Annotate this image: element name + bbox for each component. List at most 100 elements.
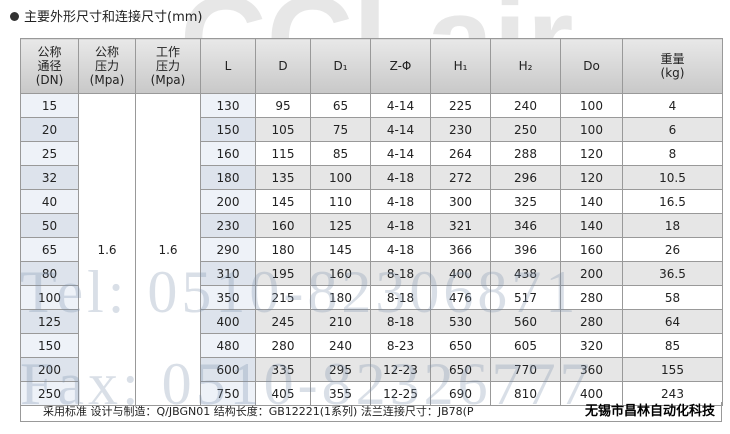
table-cell: 8-18 bbox=[370, 285, 431, 310]
table-cell: 280 bbox=[560, 309, 623, 334]
table-cell: 240 bbox=[490, 93, 561, 118]
table-cell: 85 bbox=[310, 141, 371, 166]
table-cell: 12-25 bbox=[370, 381, 431, 406]
column-header: Z-Φ bbox=[370, 38, 431, 94]
table-cell: 690 bbox=[430, 381, 491, 406]
column-header: 公称 通径 (DN) bbox=[20, 38, 79, 94]
table-cell: 240 bbox=[310, 333, 371, 358]
table-cell: 4 bbox=[622, 93, 723, 118]
table-cell: 295 bbox=[310, 357, 371, 382]
table-cell: 125 bbox=[20, 309, 79, 334]
table-row: 125 400 245 210 8-18 530 560 280 64 bbox=[20, 309, 723, 334]
table-cell: 12-23 bbox=[370, 357, 431, 382]
table-cell: 100 bbox=[20, 285, 79, 310]
table-cell: 355 bbox=[310, 381, 371, 406]
table-cell: 20 bbox=[20, 117, 79, 142]
table-cell: 10.5 bbox=[622, 165, 723, 190]
table-cell: 140 bbox=[560, 189, 623, 214]
table-cell: 200 bbox=[200, 189, 256, 214]
table-cell: 155 bbox=[622, 357, 723, 382]
table-cell: 150 bbox=[20, 333, 79, 358]
table-cell: 288 bbox=[490, 141, 561, 166]
table-cell: 4-18 bbox=[370, 213, 431, 238]
table-cell: 145 bbox=[255, 189, 311, 214]
table-row: 80 310 195 160 8-18 400 438 200 36.5 bbox=[20, 261, 723, 286]
table-cell: 810 bbox=[490, 381, 561, 406]
table-cell: 400 bbox=[200, 309, 256, 334]
table-cell: 145 bbox=[310, 237, 371, 262]
dimension-table: 公称 通径 (DN) 公称 压力 (Mpa) 工作 压力 (Mpa) L D D₁ Z-Φ H… bbox=[20, 38, 723, 406]
title-text: 主要外形尺寸和连接尺寸(mm) bbox=[24, 10, 203, 25]
table-cell: 230 bbox=[200, 213, 256, 238]
table-cell: 4-14 bbox=[370, 141, 431, 166]
table-cell: 360 bbox=[560, 357, 623, 382]
table-row: 65 290 180 145 4-18 366 396 160 26 bbox=[20, 237, 723, 262]
table-cell: 65 bbox=[20, 237, 79, 262]
table-cell: 280 bbox=[560, 285, 623, 310]
table-cell: 180 bbox=[310, 285, 371, 310]
table-row: 20 150 105 75 4-14 230 250 100 6 bbox=[20, 117, 723, 142]
title-icon bbox=[10, 12, 19, 21]
table-cell: 770 bbox=[490, 357, 561, 382]
column-header: H₂ bbox=[490, 38, 561, 94]
table-cell: 215 bbox=[255, 285, 311, 310]
pressure-cell: 1.6 bbox=[78, 93, 136, 406]
table-cell: 346 bbox=[490, 213, 561, 238]
table-cell: 245 bbox=[255, 309, 311, 334]
table-cell: 140 bbox=[560, 213, 623, 238]
column-header: Do bbox=[560, 38, 623, 94]
table-body: 15 1.6 1.6 130 95 65 4-14 225 240 100 4 20 150 105 75 4… bbox=[20, 93, 723, 406]
table-cell: 560 bbox=[490, 309, 561, 334]
table-cell: 530 bbox=[430, 309, 491, 334]
table-cell: 25 bbox=[20, 141, 79, 166]
table-cell: 95 bbox=[255, 93, 311, 118]
table-cell: 400 bbox=[430, 261, 491, 286]
table-cell: 476 bbox=[430, 285, 491, 310]
table-cell: 110 bbox=[310, 189, 371, 214]
table-cell: 4-14 bbox=[370, 117, 431, 142]
table-cell: 517 bbox=[490, 285, 561, 310]
table-cell: 4-18 bbox=[370, 189, 431, 214]
table-cell: 396 bbox=[490, 237, 561, 262]
header-row: 公称 通径 (DN) 公称 压力 (Mpa) 工作 压力 (Mpa) L D D₁ Z-Φ H… bbox=[20, 38, 723, 94]
table-row: 150 480 280 240 8-23 650 605 320 85 bbox=[20, 333, 723, 358]
table-cell: 105 bbox=[255, 117, 311, 142]
table-cell: 405 bbox=[255, 381, 311, 406]
table-cell: 195 bbox=[255, 261, 311, 286]
table-cell: 64 bbox=[622, 309, 723, 334]
table-cell: 280 bbox=[255, 333, 311, 358]
table-cell: 160 bbox=[255, 213, 311, 238]
table-cell: 243 bbox=[622, 381, 723, 406]
table-cell: 65 bbox=[310, 93, 371, 118]
table-cell: 8-18 bbox=[370, 309, 431, 334]
table-row: 250 750 405 355 12-25 690 810 400 243 bbox=[20, 381, 723, 406]
table-cell: 18 bbox=[622, 213, 723, 238]
table-cell: 4-14 bbox=[370, 93, 431, 118]
table-cell: 160 bbox=[200, 141, 256, 166]
table-cell: 150 bbox=[200, 117, 256, 142]
table-row: 15 1.6 1.6 130 95 65 4-14 225 240 100 4 bbox=[20, 93, 723, 406]
table-cell: 85 bbox=[622, 333, 723, 358]
table-cell: 480 bbox=[200, 333, 256, 358]
table-cell: 300 bbox=[430, 189, 491, 214]
column-header: H₁ bbox=[430, 38, 491, 94]
table-cell: 80 bbox=[20, 261, 79, 286]
column-header: D bbox=[255, 38, 311, 94]
pressure-cell: 1.6 bbox=[135, 93, 201, 406]
table-cell: 26 bbox=[622, 237, 723, 262]
table-cell: 200 bbox=[20, 357, 79, 382]
table-cell: 200 bbox=[560, 261, 623, 286]
table-cell: 320 bbox=[560, 333, 623, 358]
table-cell: 264 bbox=[430, 141, 491, 166]
table-cell: 321 bbox=[430, 213, 491, 238]
column-header: 重量 (kg) bbox=[622, 38, 723, 94]
table-cell: 40 bbox=[20, 189, 79, 214]
table-cell: 296 bbox=[490, 165, 561, 190]
table-cell: 210 bbox=[310, 309, 371, 334]
table-row: 50 230 160 125 4-18 321 346 140 18 bbox=[20, 213, 723, 238]
column-header: D₁ bbox=[310, 38, 371, 94]
table-cell: 230 bbox=[430, 117, 491, 142]
table-cell: 250 bbox=[490, 117, 561, 142]
table-cell: 115 bbox=[255, 141, 311, 166]
footer: 采用标准 设计与制造：Q/JBGN01 结构长度：GB12221(1系列) 法兰… bbox=[20, 402, 722, 422]
